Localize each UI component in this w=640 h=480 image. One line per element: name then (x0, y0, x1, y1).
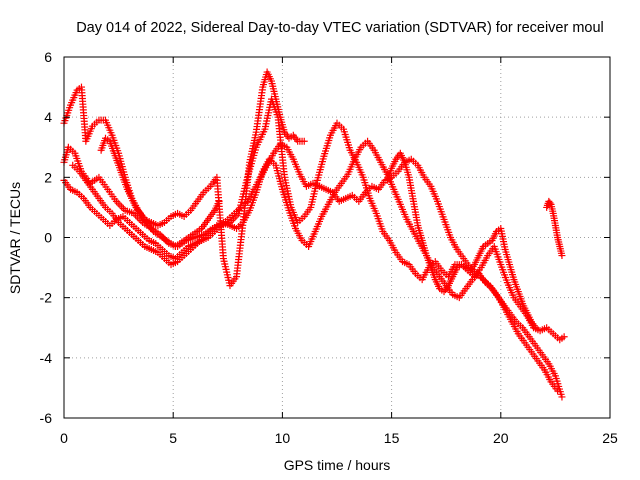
x-tick-label: 0 (60, 430, 68, 446)
data-point (554, 387, 562, 395)
data-points (60, 68, 568, 401)
data-point (560, 333, 568, 341)
series-track-c (60, 140, 566, 401)
y-tick-label: 4 (44, 109, 52, 125)
y-tick-label: -4 (40, 350, 53, 366)
y-axis-label: SDTVAR / TECUs (7, 182, 23, 294)
y-tick-label: 6 (44, 49, 52, 65)
data-point (229, 215, 237, 223)
series-track-f (383, 149, 540, 332)
data-point (215, 197, 223, 205)
x-tick-label: 25 (602, 430, 618, 446)
series-track-g (543, 197, 566, 260)
series-track-b (60, 95, 568, 344)
data-point (558, 252, 566, 260)
x-tick-label: 20 (493, 430, 509, 446)
y-tick-label: -2 (40, 290, 53, 306)
chart-title: Day 014 of 2022, Sidereal Day-to-day VTE… (76, 20, 604, 36)
series-track-d (69, 137, 562, 395)
data-point (116, 201, 124, 209)
data-point (546, 199, 554, 207)
data-point (532, 324, 540, 332)
x-axis-label: GPS time / hours (284, 457, 391, 473)
gridlines (64, 57, 610, 418)
axis-ticks: 0 5 10 15 20 25 -6 -4 -2 0 2 4 6 (40, 49, 618, 446)
data-point (118, 203, 126, 211)
series-track-e (97, 134, 223, 251)
y-tick-label: -6 (40, 410, 53, 426)
x-tick-label: 5 (169, 430, 177, 446)
y-tick-label: 0 (44, 230, 52, 246)
y-tick-label: 2 (44, 169, 52, 185)
x-tick-label: 10 (275, 430, 291, 446)
x-tick-label: 15 (384, 430, 400, 446)
data-point (558, 393, 566, 401)
data-point (300, 137, 308, 145)
data-point (114, 199, 122, 207)
